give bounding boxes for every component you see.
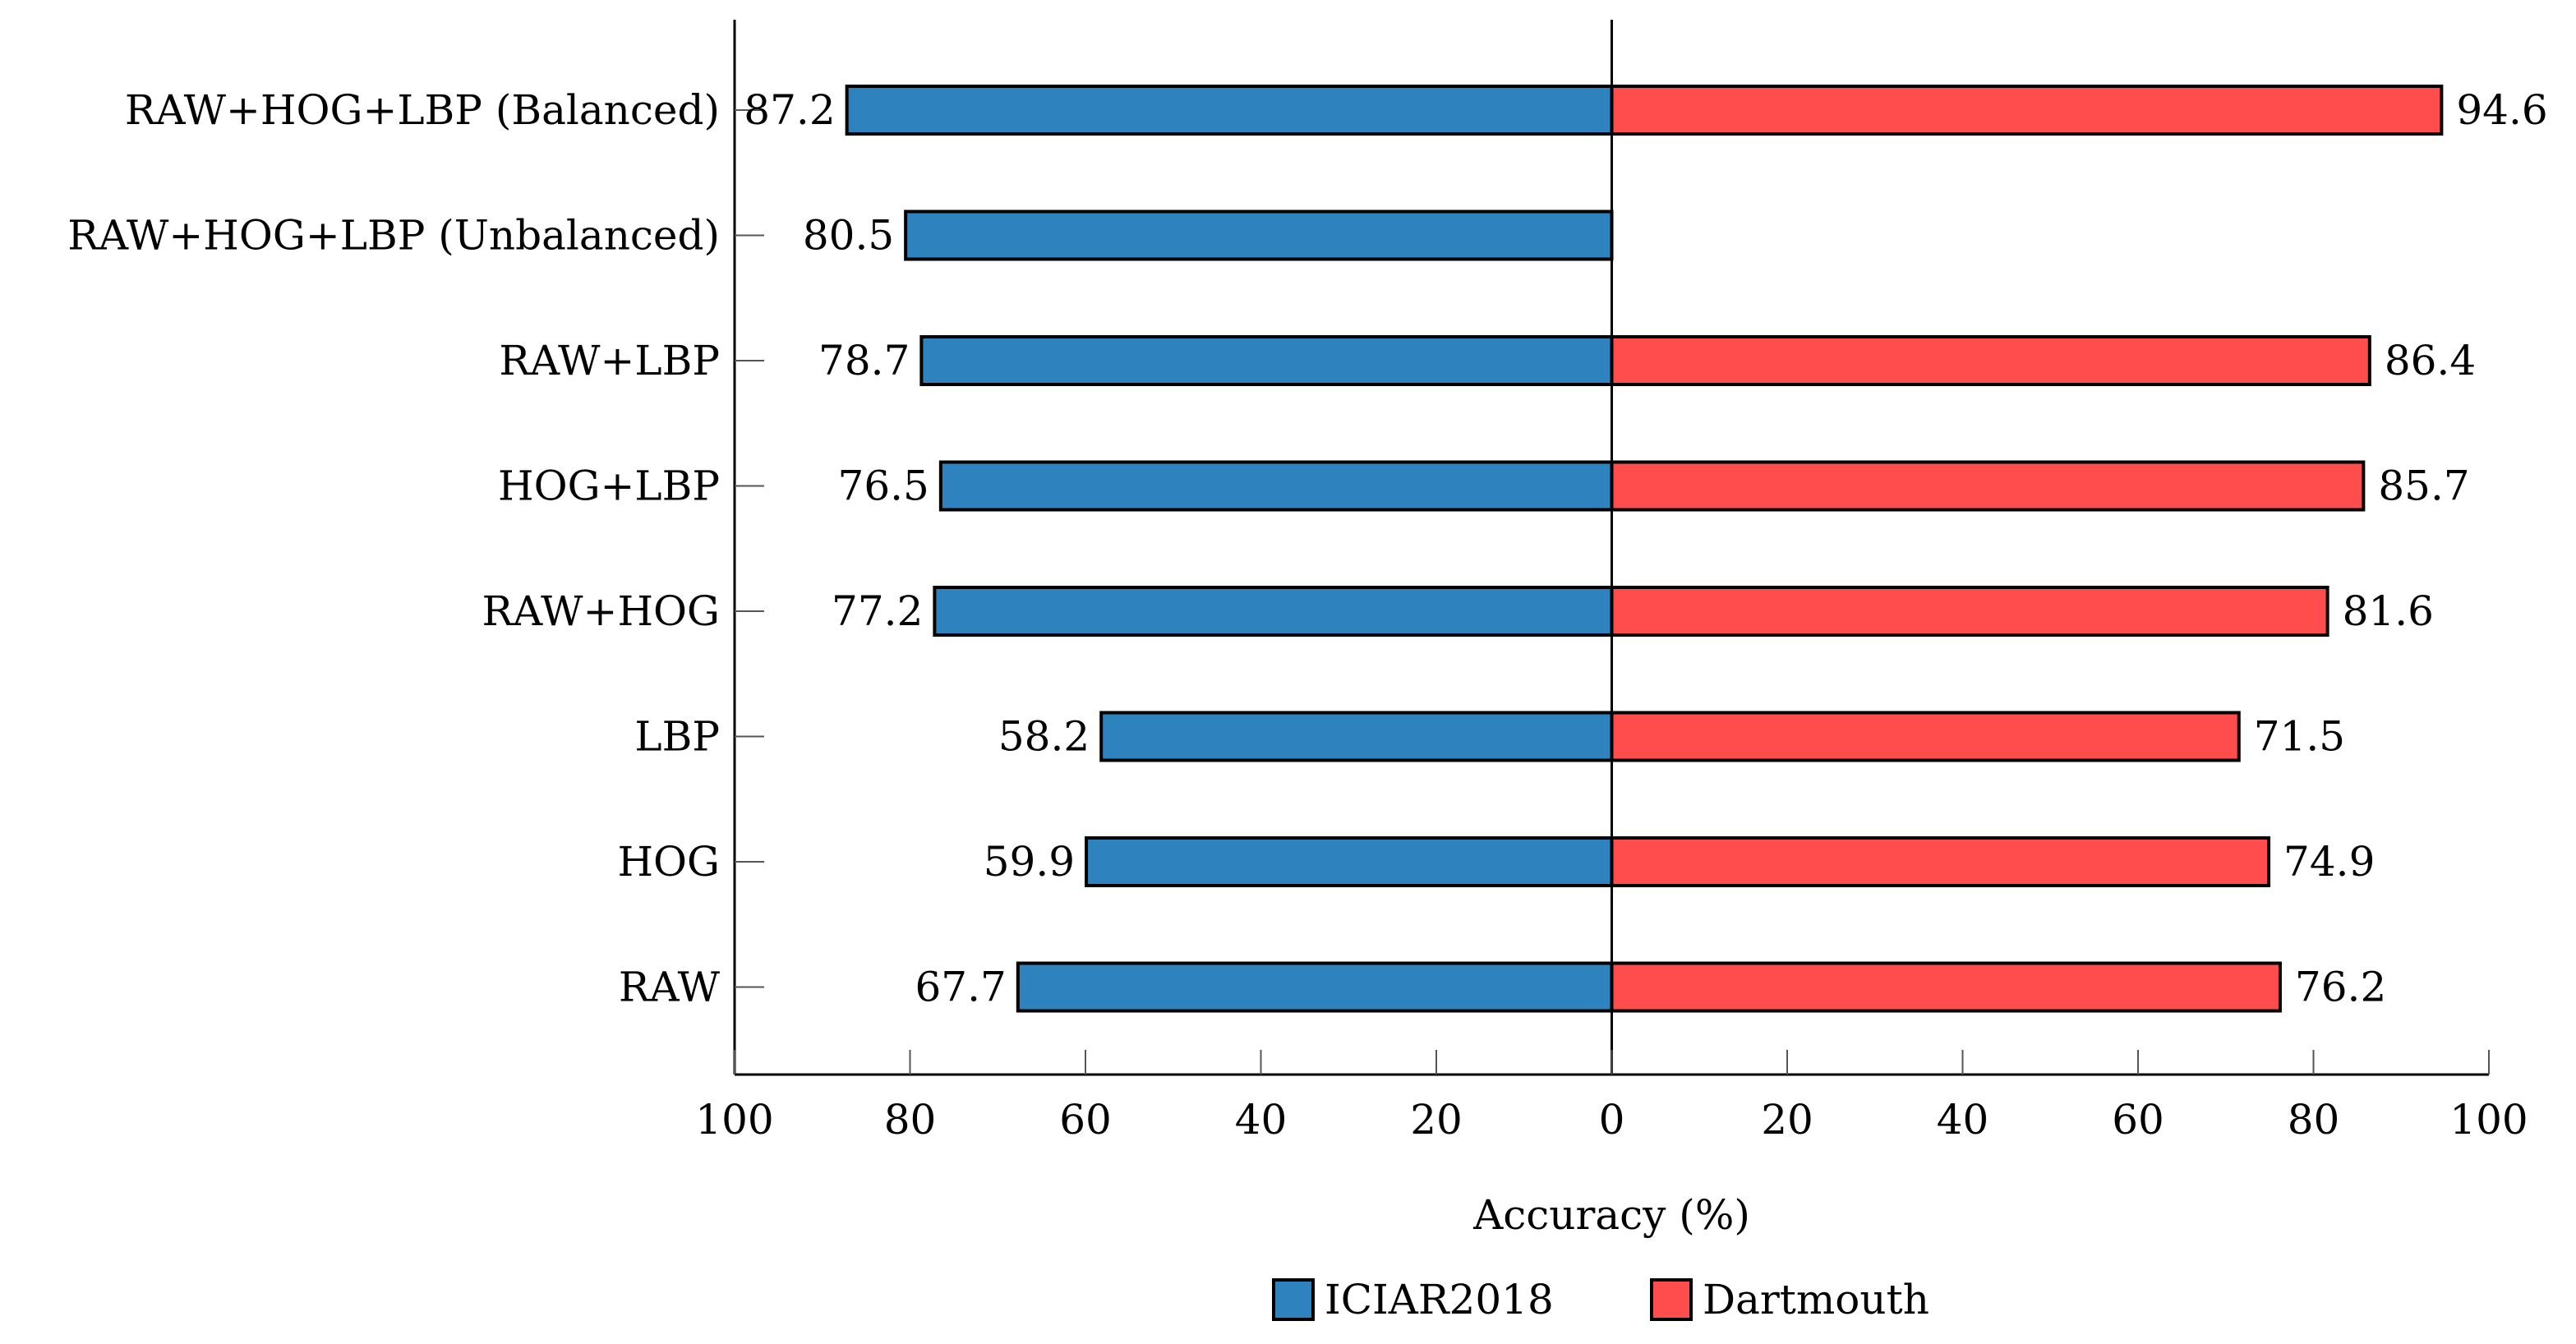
category-label: RAW	[619, 964, 721, 1011]
x-tick-label: 60	[1059, 1096, 1112, 1144]
bar-dartmouth	[1610, 711, 2241, 762]
bar-iciar2018	[845, 85, 1614, 136]
category-label: RAW+HOG+LBP (Balanced)	[125, 86, 720, 134]
bar-iciar2018	[904, 209, 1614, 261]
bar-dartmouth	[1610, 335, 2371, 386]
legend-label: ICIAR2018	[1325, 1276, 1554, 1323]
x-axis-title: Accuracy (%)	[1472, 1191, 1750, 1239]
bar-value-label: 81.6	[2343, 587, 2434, 635]
legend-label: Dartmouth	[1703, 1276, 1929, 1323]
bar-dartmouth	[1610, 586, 2329, 637]
bar-dartmouth	[1610, 961, 2282, 1013]
bar-value-label: 78.7	[818, 337, 910, 384]
bar-value-label: 76.5	[838, 463, 929, 510]
x-tick-label: 60	[2112, 1096, 2164, 1144]
category-label: HOG+LBP	[498, 463, 720, 510]
bar-value-label: 77.2	[832, 587, 923, 635]
legend-swatch-iciar2018	[1272, 1278, 1315, 1321]
bar-iciar2018	[1099, 711, 1614, 762]
bar-value-label: 71.5	[2254, 713, 2345, 761]
bars	[845, 85, 2444, 1013]
bar-value-label: 74.9	[2283, 838, 2375, 886]
bar-value-label: 80.5	[803, 212, 894, 260]
bar-iciar2018	[1016, 961, 1614, 1013]
x-tick-label: 100	[2449, 1096, 2528, 1144]
bar-dartmouth	[1610, 85, 2444, 136]
x-tick-label: 0	[1599, 1096, 1625, 1144]
bar-iciar2018	[933, 586, 1614, 637]
legend-swatch-dartmouth	[1650, 1278, 1693, 1321]
x-tick-label: 20	[1761, 1096, 1813, 1144]
bar-value-label: 87.2	[744, 86, 835, 134]
bar-value-label: 76.2	[2295, 964, 2386, 1011]
category-label: RAW+HOG	[482, 587, 720, 635]
x-tick-label: 40	[1937, 1096, 1989, 1144]
x-tick-label: 80	[2288, 1096, 2340, 1144]
x-tick-label: 80	[884, 1096, 937, 1144]
bar-dartmouth	[1610, 836, 2271, 887]
bar-value-label: 67.7	[915, 964, 1006, 1011]
x-tick-label: 20	[1410, 1096, 1463, 1144]
category-label: RAW+HOG+LBP (Unbalanced)	[67, 212, 720, 260]
bar-value-label: 58.2	[998, 713, 1090, 761]
category-label: LBP	[634, 713, 720, 761]
bar-iciar2018	[1085, 836, 1614, 887]
category-label: RAW+LBP	[499, 337, 720, 384]
bar-value-label: 86.4	[2385, 337, 2476, 384]
x-tick-label: 100	[695, 1096, 773, 1144]
bar-value-label: 59.9	[984, 838, 1075, 886]
x-tick-label: 40	[1235, 1096, 1288, 1144]
bar-value-label: 94.6	[2456, 86, 2547, 134]
category-label: HOG	[617, 838, 720, 886]
bar-dartmouth	[1610, 460, 2366, 512]
bar-iciar2018	[938, 460, 1614, 512]
bar-value-label: 85.7	[2378, 463, 2469, 510]
axes: 100 80 60 40 20 0 20 40 60 80 100 Accuracy (%)	[695, 20, 2528, 1239]
legend: ICIAR2018 Dartmouth	[1272, 1276, 1929, 1323]
labels: RAW HOG LBP RAW+HOG HOG+LBP RAW+LBP RAW+HOG+LB…	[67, 86, 2547, 1011]
bar-iciar2018	[919, 335, 1614, 386]
